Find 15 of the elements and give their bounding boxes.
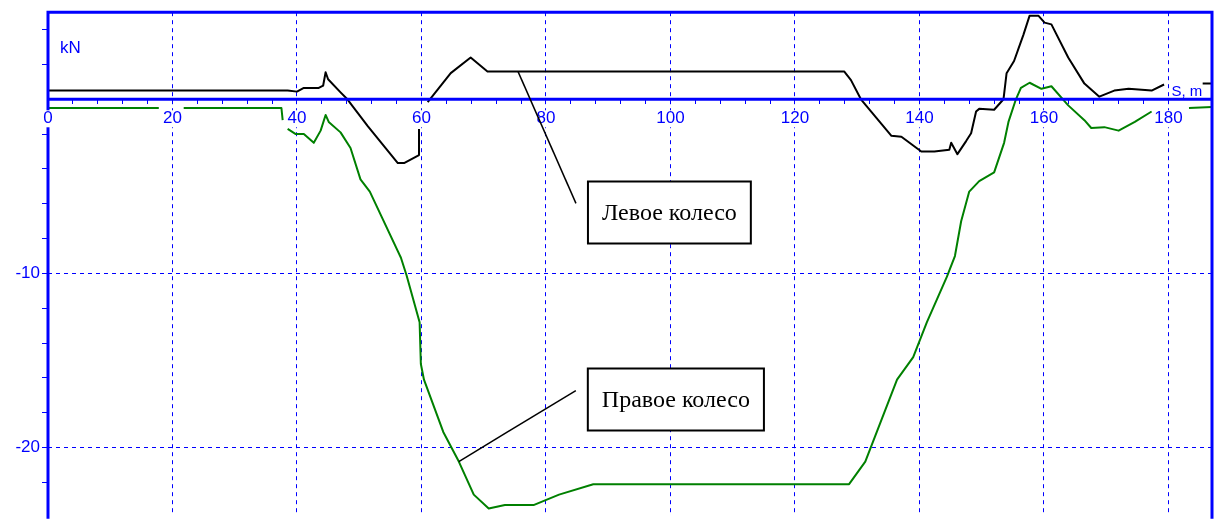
x-tick-label: 140	[905, 108, 934, 128]
x-tick-label: 120	[780, 108, 810, 128]
annotation: Правое колесо	[601, 385, 750, 412]
y-axis-title: kN	[60, 37, 81, 57]
y-tick-label: -10	[15, 263, 40, 283]
y-tick-label: -20	[15, 437, 40, 457]
x-tick-label: 40	[287, 108, 307, 128]
x-tick-label: 60	[412, 108, 431, 128]
x-tick-label: 160	[1029, 108, 1059, 128]
x-tick-label: 20	[163, 108, 182, 128]
x-tick-label: 180	[1154, 108, 1183, 128]
x-tick-label: 0	[43, 108, 53, 128]
annotation: Левое колесо	[601, 198, 737, 225]
x-axis-title: S, m	[1171, 82, 1203, 100]
x-tick-label: 100	[656, 108, 685, 128]
